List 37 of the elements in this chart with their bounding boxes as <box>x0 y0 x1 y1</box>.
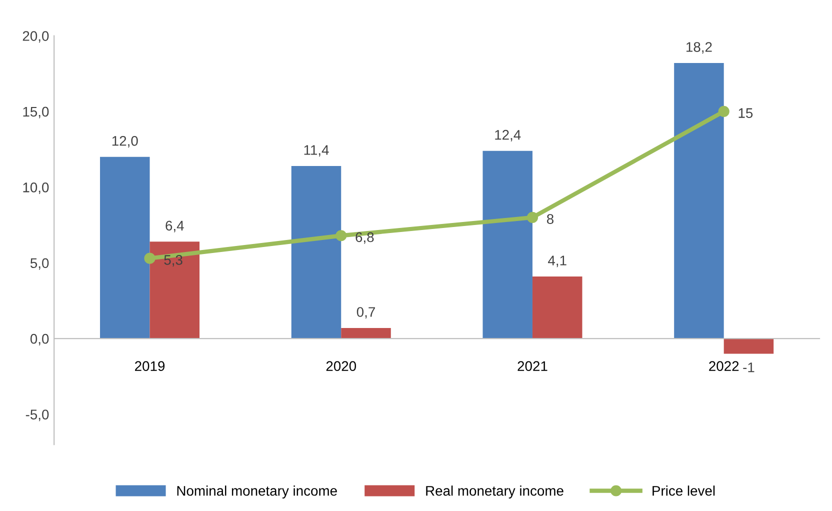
data-label: 6,8 <box>356 232 374 244</box>
bar <box>724 338 774 354</box>
x-tick-label: 2020 <box>326 361 356 372</box>
data-label: 0,7 <box>356 307 375 319</box>
y-tick-label: 5,0 <box>30 258 49 270</box>
bar <box>674 63 724 339</box>
data-label: 11,4 <box>304 145 329 157</box>
point <box>144 252 156 264</box>
y-tick-label: 0,0 <box>30 334 49 346</box>
legend-label: Real monetary income <box>426 486 564 498</box>
x-tick-label: 2022 <box>709 361 739 372</box>
data-label: 18,2 <box>686 42 712 54</box>
data-label: 6,4 <box>166 220 184 232</box>
data-label: 15 <box>738 108 753 118</box>
y-tick-label: -5,0 <box>26 410 49 422</box>
x-tick-label: 2019 <box>135 361 165 372</box>
x-tick-label: 2021 <box>518 361 548 372</box>
bar <box>291 166 342 339</box>
data-label: 12,4 <box>495 130 521 142</box>
legend-label: Nominal monetary income <box>177 486 337 498</box>
data-label: 12,0 <box>112 136 138 148</box>
bar <box>482 150 532 339</box>
bar <box>532 276 582 339</box>
y-tick-label: 20,0 <box>22 31 49 43</box>
bar <box>150 242 200 339</box>
data-label: -1 <box>743 362 754 372</box>
y-tick-label: 10,0 <box>23 182 49 194</box>
data-label: 8 <box>546 214 554 224</box>
point <box>336 230 347 242</box>
bar <box>100 156 150 339</box>
point <box>718 106 730 118</box>
point <box>526 212 538 224</box>
y-tick-label: 15,0 <box>23 106 49 118</box>
legend-label: Price level <box>652 486 715 496</box>
data-label: 4,1 <box>548 256 566 268</box>
data-label: 5,3 <box>164 255 182 266</box>
bar <box>341 328 391 339</box>
